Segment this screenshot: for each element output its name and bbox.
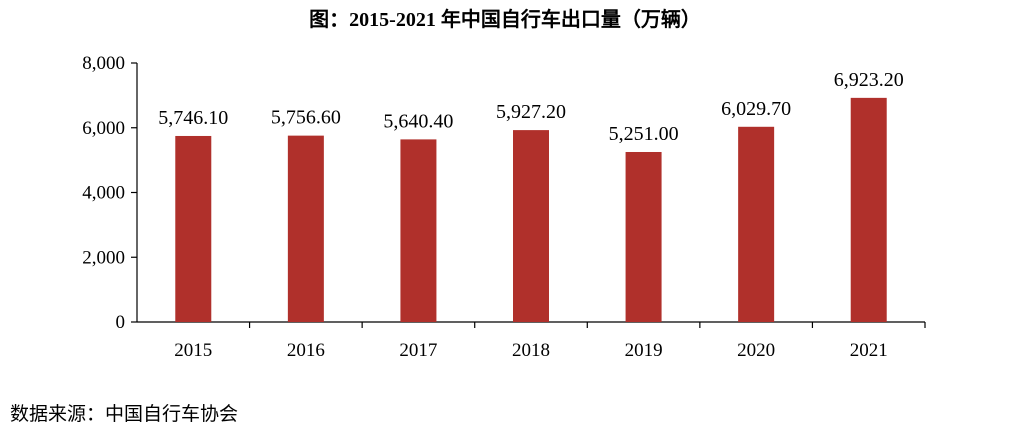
y-tick-label: 8,000 [82,53,125,74]
y-tick-label: 4,000 [82,183,125,204]
data-label-2016: 5,756.60 [271,107,341,129]
x-tick-label: 2015 [174,340,212,361]
x-tick-label: 2019 [625,340,663,361]
y-tick-label: 6,000 [82,118,125,139]
value-labels: 5,746.10 5,756.60 5,640.40 5,927.20 5,251.00… [158,69,903,145]
y-tick-label: 0 [116,312,126,333]
x-tick-label: 2020 [737,340,775,361]
x-axis-ticks: 2015 2016 2017 2018 2019 2020 2021 [174,322,926,361]
data-label-2019: 5,251.00 [609,123,679,145]
chart-title: 图：2015-2021 年中国自行车出口量（万辆） [309,7,701,31]
bar-2021 [850,97,887,323]
x-tick-label: 2017 [399,340,437,361]
data-label-2020: 6,029.70 [721,98,791,120]
x-tick-label: 2018 [512,340,550,361]
data-label-2015: 5,746.10 [158,107,228,129]
bar-2015 [175,135,212,322]
data-label-2021: 6,923.20 [834,69,904,91]
data-label-2018: 5,927.20 [496,101,566,123]
source-note: 数据来源：中国自行车协会 [10,403,238,425]
data-label-2017: 5,640.40 [383,110,453,132]
x-tick-label: 2021 [850,340,888,361]
bar-2020 [738,126,775,323]
bar-2019 [625,151,662,322]
y-axis-ticks: 0 2,000 4,000 6,000 8,000 [82,53,137,333]
x-tick-label: 2016 [287,340,325,361]
y-tick-label: 2,000 [82,247,125,268]
bars [175,97,887,323]
bar-2018 [513,130,549,322]
bar-2016 [287,135,324,322]
bar-2017 [400,139,437,322]
